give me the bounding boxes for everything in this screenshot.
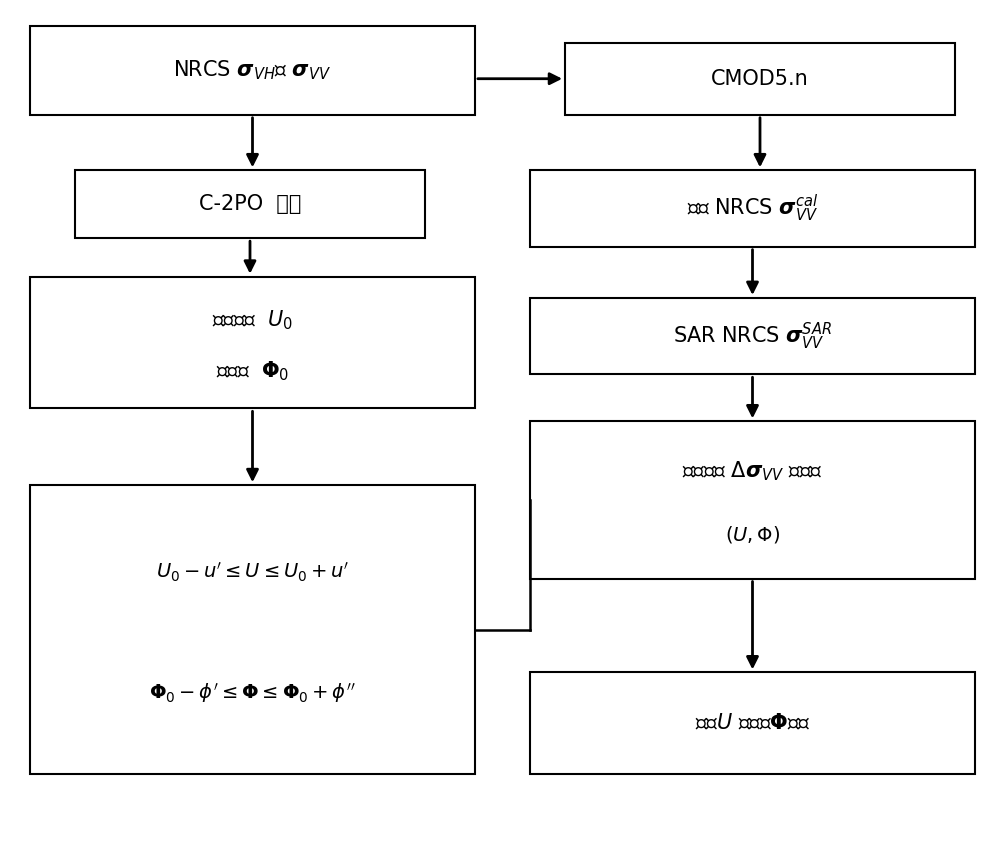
Text: $\boldsymbol{\Phi}_{0} - \phi' \leq \boldsymbol{\Phi} \leq \boldsymbol{\Phi}_{0}: $\boldsymbol{\Phi}_{0} - \phi' \leq \bol…	[149, 682, 356, 705]
Text: 搜索最小 $\Delta\boldsymbol{\sigma}_{VV}$ 对应的: 搜索最小 $\Delta\boldsymbol{\sigma}_{VV}$ 对应…	[682, 460, 823, 483]
Bar	[30, 26, 475, 115]
Bar	[530, 421, 975, 579]
Bar	[75, 170, 425, 238]
Text: 风速$\mathit{U}$ 和风向$\boldsymbol{\Phi}$产品: 风速$\mathit{U}$ 和风向$\boldsymbol{\Phi}$产品	[695, 713, 810, 734]
Bar	[30, 485, 475, 774]
Text: C-2PO  方法: C-2PO 方法	[199, 194, 301, 214]
Text: SAR NRCS $\boldsymbol{\sigma}_{VV}^{SAR}$: SAR NRCS $\boldsymbol{\sigma}_{VV}^{SAR}…	[673, 321, 832, 351]
Bar	[530, 170, 975, 247]
Text: NRCS $\boldsymbol{\sigma}_{VH}$和 $\boldsymbol{\sigma}_{VV}$: NRCS $\boldsymbol{\sigma}_{VH}$和 $\bolds…	[173, 59, 332, 82]
Text: 初始风速  $\mathit{U}_{0}$: 初始风速 $\mathit{U}_{0}$	[212, 308, 293, 332]
Bar	[530, 672, 975, 774]
Bar	[530, 298, 975, 374]
Text: $(\mathit{U}, \Phi)$: $(\mathit{U}, \Phi)$	[725, 524, 780, 545]
Bar	[565, 43, 955, 115]
Text: CMOD5.n: CMOD5.n	[711, 69, 809, 89]
Bar	[30, 277, 475, 408]
Text: $\mathit{U}_{0} - u' \leq U \leq \mathit{U}_{0} + u'$: $\mathit{U}_{0} - u' \leq U \leq \mathit…	[156, 560, 349, 584]
Text: 和风向  $\boldsymbol{\Phi}_{0}$: 和风向 $\boldsymbol{\Phi}_{0}$	[216, 360, 289, 383]
Text: 计算 NRCS $\boldsymbol{\sigma}_{VV}^{cal}$: 计算 NRCS $\boldsymbol{\sigma}_{VV}^{cal}$	[687, 193, 818, 224]
